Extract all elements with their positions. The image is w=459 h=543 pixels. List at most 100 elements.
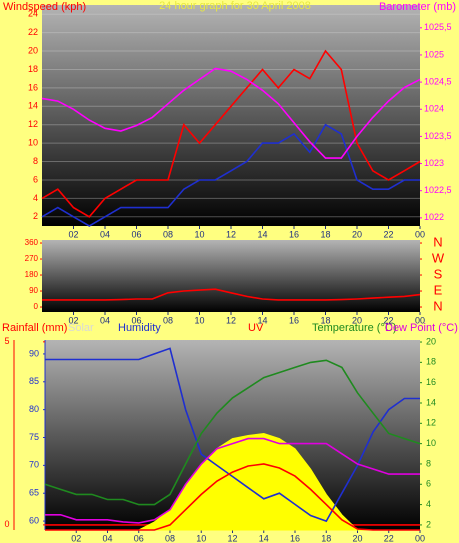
y2-tick-label: 1022,5 <box>424 185 452 195</box>
line <box>41 67 421 159</box>
y2-tick-label: N <box>433 298 442 313</box>
y2-tick-label: 1023 <box>424 158 444 168</box>
x-tick-label: 20 <box>352 533 362 543</box>
plot-area <box>42 5 420 226</box>
y2-tick-label: 8 <box>426 458 431 468</box>
y-tick-label: 75 <box>29 432 39 442</box>
x-tick-label: 06 <box>131 229 141 239</box>
x-tick-label: 08 <box>163 229 173 239</box>
x-tick-label: 04 <box>100 229 110 239</box>
x-tick-label: 16 <box>289 229 299 239</box>
x-tick-label: 06 <box>131 315 141 325</box>
y2-tick-label: 1025,5 <box>424 22 452 32</box>
x-tick-label: 02 <box>68 229 78 239</box>
y2-tick-label: 10 <box>426 438 436 448</box>
x-tick-label: 02 <box>68 315 78 325</box>
y-tick-label: 85 <box>29 376 39 386</box>
legend-label: Temperature (°C) <box>312 322 396 334</box>
line <box>44 359 421 506</box>
legend-label: Humidity <box>118 322 161 334</box>
x-tick-label: 08 <box>163 315 173 325</box>
line <box>42 288 421 301</box>
plot-area <box>42 240 420 312</box>
y-tick-label: 0 <box>34 302 39 311</box>
x-tick-label: 14 <box>257 315 267 325</box>
x-tick-label: 18 <box>321 533 331 543</box>
y2-tick-label: 2 <box>426 519 431 529</box>
line <box>41 49 421 218</box>
x-tick-label: 10 <box>196 533 206 543</box>
y2-tick-label: W <box>432 250 445 265</box>
y2-tick-label: S <box>434 266 443 281</box>
legend-label: Solar <box>68 322 94 334</box>
x-tick-label: 14 <box>257 229 267 239</box>
x-tick-label: 12 <box>227 533 237 543</box>
y-tick-label: 360 <box>25 238 39 247</box>
y-tick-label: 90 <box>29 348 39 358</box>
y-tick-label: 65 <box>29 488 39 498</box>
y2-tick-label: 1025 <box>424 49 444 59</box>
y-tick-label: 14 <box>28 101 38 111</box>
x-tick-label: 10 <box>194 229 204 239</box>
line <box>41 123 420 227</box>
y-tick-label: 70 <box>29 460 39 470</box>
y-tick-label: 80 <box>29 404 39 414</box>
y-tick-label: 2 <box>33 211 38 221</box>
legend-label: UV <box>248 322 264 334</box>
x-tick-label: 12 <box>226 315 236 325</box>
y2-tick-label: 16 <box>426 377 436 387</box>
x-tick-label: 22 <box>383 229 393 239</box>
x-tick-label: 22 <box>384 533 394 543</box>
line <box>45 347 420 523</box>
x-tick-label: 04 <box>100 315 110 325</box>
y-axis-title: Windspeed (kph) <box>3 1 86 13</box>
x-tick-label: 20 <box>352 315 362 325</box>
line <box>45 463 420 531</box>
y2-tick-label: N <box>433 234 442 249</box>
x-tick-label: 18 <box>320 229 330 239</box>
y2-tick-label: E <box>434 282 443 297</box>
legend-label: Rainfall (mm) <box>2 322 67 334</box>
y-tick-label: 60 <box>29 515 39 525</box>
y2-tick-label: 20 <box>426 336 436 346</box>
y2-tick-label: 6 <box>426 479 431 489</box>
y2-tick-label: 14 <box>426 397 436 407</box>
y2-tick-label: 1024,5 <box>424 76 452 86</box>
y-tick-label: 12 <box>28 119 38 129</box>
line <box>45 437 420 524</box>
y-tick-label: 270 <box>25 254 39 263</box>
y-tick-label: 18 <box>28 64 38 74</box>
x-tick-label: 12 <box>226 229 236 239</box>
y-tick-label: 10 <box>28 138 38 148</box>
x-tick-label: 16 <box>290 533 300 543</box>
y-tick-label: 24 <box>28 9 38 19</box>
y2-tick-label: 1024 <box>424 104 444 114</box>
x-tick-label: 10 <box>194 315 204 325</box>
y-tick-label: 8 <box>33 156 38 166</box>
y3-tick-label: 0 <box>4 519 9 529</box>
y-tick-label: 20 <box>28 45 38 55</box>
x-tick-label: 06 <box>134 533 144 543</box>
legend-label: Dew Point (°C) <box>385 322 458 334</box>
x-tick-label: 02 <box>71 533 81 543</box>
x-tick-label: 04 <box>102 533 112 543</box>
x-tick-label: 08 <box>165 533 175 543</box>
y-tick-label: 16 <box>28 82 38 92</box>
x-tick-label: 00 <box>415 229 425 239</box>
y2-tick-label: 4 <box>426 499 431 509</box>
y-tick-label: 90 <box>29 286 38 295</box>
y-tick-label: 22 <box>28 27 38 37</box>
y2-tick-label: 1022 <box>424 212 444 222</box>
x-tick-label: 16 <box>289 315 299 325</box>
chart-title: 24 hour graph for 30 April 2008 <box>159 0 311 12</box>
y2-tick-label: 18 <box>426 357 436 367</box>
y-tick-label: 6 <box>33 174 38 184</box>
y2-tick-label: 1023,5 <box>424 131 452 141</box>
y2-axis-title: Barometer (mb) <box>379 1 456 13</box>
x-tick-label: 20 <box>352 229 362 239</box>
y3-tick-label: 5 <box>4 336 9 346</box>
y2-tick-label: 12 <box>426 418 436 428</box>
y-tick-label: 180 <box>25 270 39 279</box>
x-tick-label: 00 <box>415 533 425 543</box>
